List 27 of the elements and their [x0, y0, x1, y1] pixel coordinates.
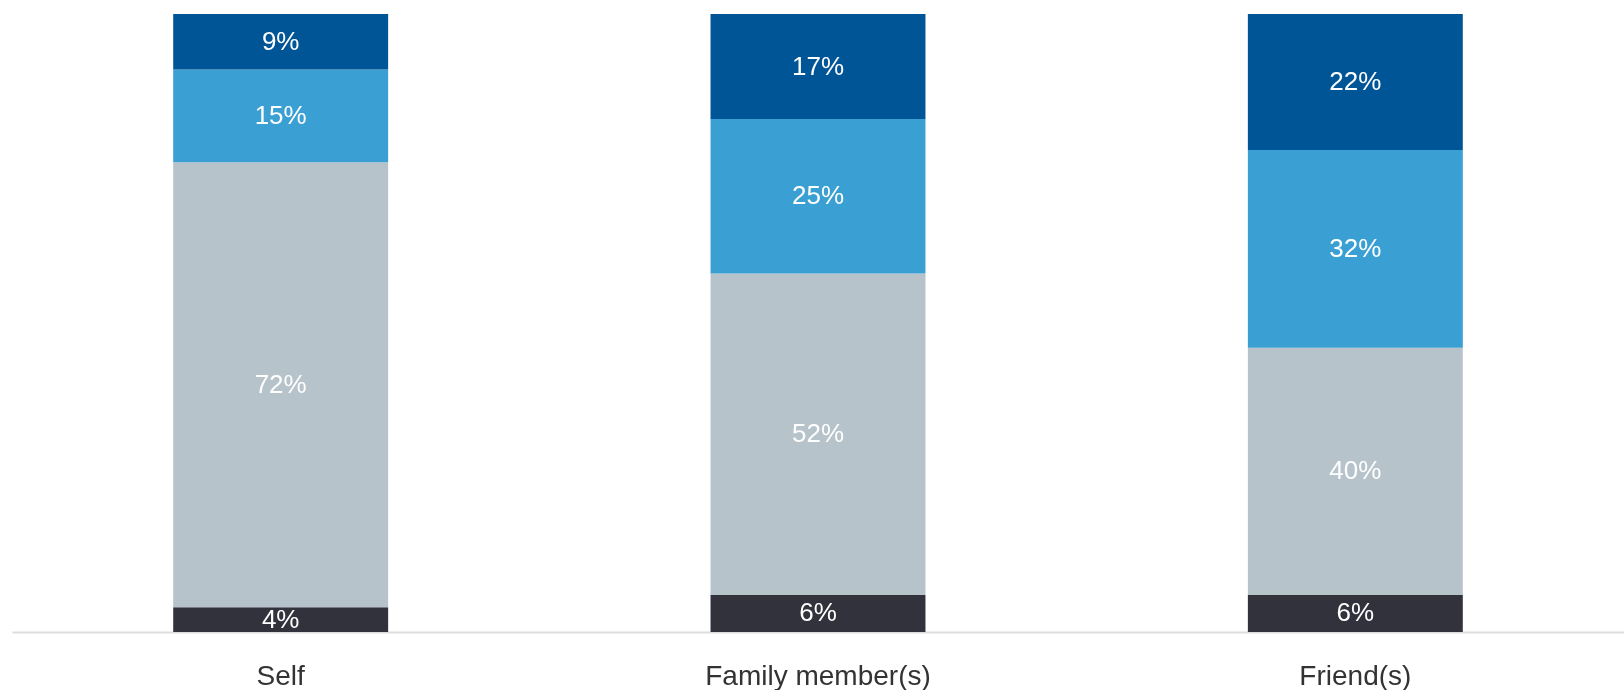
x-tick-label: Friend(s): [1299, 659, 1412, 691]
data-label: 17%: [791, 50, 845, 81]
bar: [710, 14, 926, 120]
bar: [710, 119, 926, 274]
data-label: 6%: [799, 597, 837, 628]
data-label: 25%: [791, 180, 845, 211]
data-label: 32%: [1329, 232, 1382, 263]
data-label: 40%: [1329, 455, 1382, 486]
data-label: 15%: [254, 99, 307, 130]
x-tick-label: Family member(s): [705, 659, 931, 691]
bar: [710, 594, 926, 632]
bar: [710, 273, 926, 595]
bar: [1247, 594, 1463, 632]
bar: [1247, 149, 1463, 348]
data-label: 22%: [1329, 65, 1382, 96]
data-label: 52%: [791, 418, 845, 449]
bar: [173, 607, 389, 632]
x-tick-label: Self: [256, 659, 306, 691]
data-label: 4%: [261, 603, 300, 634]
bar: [173, 69, 389, 163]
data-label: 6%: [1336, 597, 1375, 628]
bar: [173, 162, 389, 608]
bar: [1247, 347, 1463, 595]
data-label: 72%: [254, 368, 307, 399]
bar: [173, 14, 389, 70]
data-label: 9%: [261, 25, 300, 56]
bar: [1247, 14, 1463, 150]
